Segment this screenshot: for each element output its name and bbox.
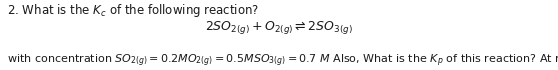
Text: $2SO_{2(g)} + O_{2(g)} \rightleftharpoons 2SO_{3(g)}$: $2SO_{2(g)} + O_{2(g)} \rightleftharpoon… [205, 20, 353, 36]
Text: with concentration $SO_{2(g)}$$= 0.2M$$O_{2(g)}$$= 0.5M$$SO_{3(g)}$$= 0.7\ M$ Al: with concentration $SO_{2(g)}$$= 0.2M$$O… [7, 52, 558, 69]
Text: 2. What is the $K_c$ of the following reaction?: 2. What is the $K_c$ of the following re… [7, 2, 259, 19]
